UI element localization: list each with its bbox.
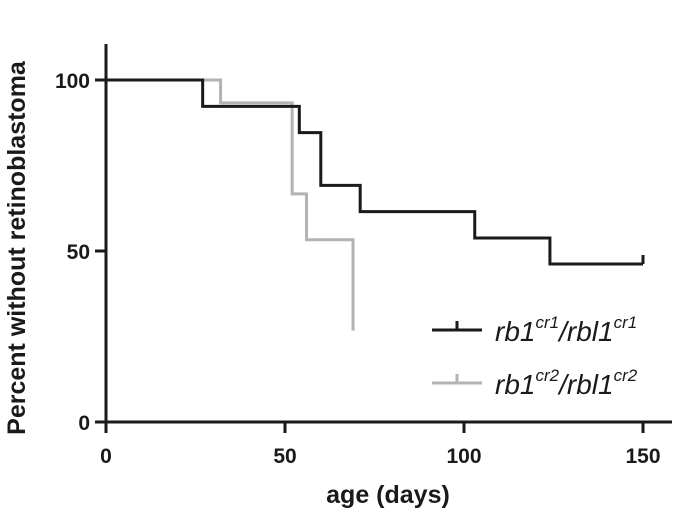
y-tick-label-2: 100 [55, 70, 90, 93]
x-tick-label-0: 0 [100, 445, 112, 468]
x-axis-title: age (days) [326, 481, 450, 509]
series-line-0 [106, 78, 643, 266]
x-tick-label-1: 50 [273, 445, 296, 468]
y-tick-label-1: 50 [67, 241, 90, 264]
legend-label-1: rb1cr2/rbl1cr2 [495, 366, 638, 400]
y-axis-title: Percent without retinoblastoma [3, 60, 31, 435]
legend-label-0: rb1cr1/rbl1cr1 [495, 313, 637, 347]
y-tick-label-0: 0 [78, 412, 90, 435]
x-tick-label-3: 150 [625, 445, 660, 468]
legend: rb1cr1/rbl1cr1 rb1cr2/rbl1cr2 [432, 313, 638, 400]
plot-area [106, 78, 645, 331]
series-line-1 [106, 78, 355, 331]
axis-ticks: 0 50 100 150 0 50 100 [55, 70, 661, 468]
x-tick-label-2: 100 [446, 445, 481, 468]
